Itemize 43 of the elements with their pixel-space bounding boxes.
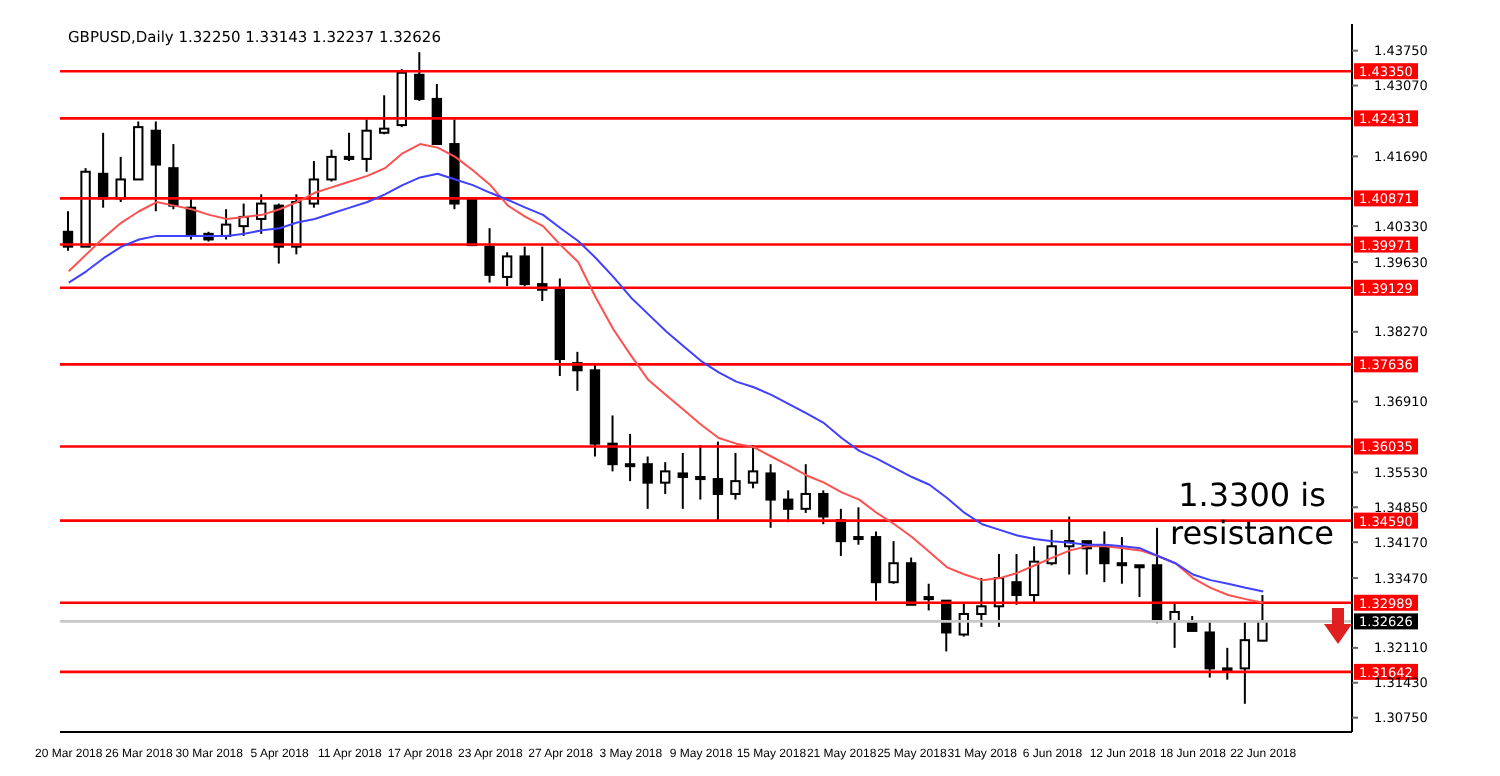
candlestick: [115, 155, 126, 204]
candlestick: [484, 227, 495, 284]
candlestick: [1239, 620, 1251, 705]
candlestick: [905, 556, 917, 606]
candlestick: [1204, 620, 1215, 679]
candlestick: [1099, 530, 1110, 584]
candlestick: [642, 455, 653, 510]
candlestick: [431, 83, 443, 146]
candlestick: [343, 131, 355, 162]
candlestick: [1116, 536, 1128, 585]
candlestick: [818, 489, 829, 526]
candlestick: [414, 51, 425, 102]
candlestick: [361, 118, 372, 173]
candlestick: [1011, 552, 1022, 606]
candlestick: [519, 245, 530, 288]
candlestick: [1134, 564, 1145, 599]
candlestick: [1257, 594, 1268, 643]
candlestick: [660, 461, 671, 495]
candlestick: [923, 582, 934, 612]
candlestick: [695, 444, 706, 501]
candlestick: [1028, 545, 1040, 604]
candlestick: [607, 414, 618, 473]
candlestick: [1046, 528, 1057, 567]
candlestick: [291, 193, 302, 256]
candlestick: [800, 463, 811, 514]
candlestick: [677, 451, 688, 510]
candlestick: [747, 444, 759, 490]
annotation: 1.3300 is resistance: [1167, 476, 1337, 552]
candlestick: [378, 94, 390, 136]
candlestick: [870, 530, 882, 602]
candlestick: [730, 451, 741, 501]
candlestick: [150, 120, 162, 213]
candlestick: [765, 463, 776, 529]
candlestick: [501, 251, 513, 288]
candlestick: [1222, 646, 1233, 681]
candlestick: [782, 489, 794, 524]
candlestick: [168, 143, 179, 211]
candlestick: [624, 432, 636, 483]
candlestick: [976, 577, 987, 628]
candlestick: [853, 506, 864, 546]
candlestick: [326, 148, 337, 183]
candlestick: [712, 440, 724, 522]
candlestick: [888, 540, 899, 585]
